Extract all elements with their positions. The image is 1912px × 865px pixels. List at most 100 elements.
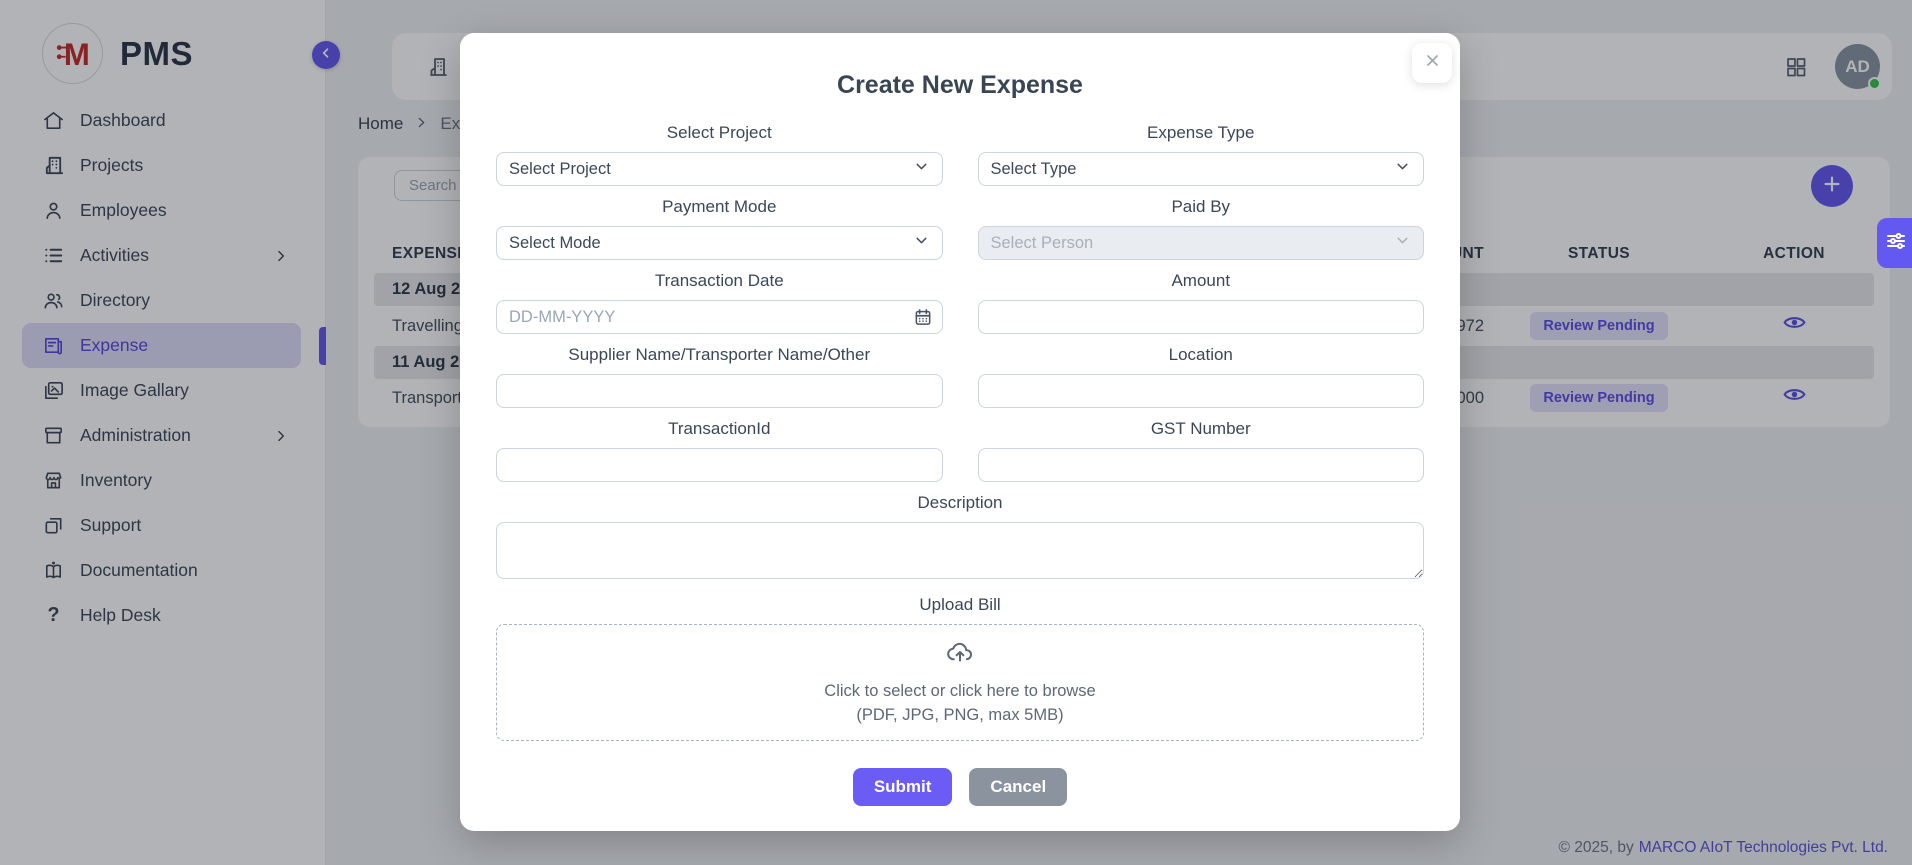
sidebar-collapse-button[interactable] [312, 41, 340, 69]
sidebar-item-help-desk[interactable]: ? Help Desk [22, 593, 301, 638]
building-icon [42, 154, 65, 177]
breadcrumb-home[interactable]: Home [358, 114, 404, 133]
view-expense-button[interactable] [1781, 384, 1807, 410]
sidebar-item-inventory[interactable]: Inventory [22, 458, 301, 503]
expense-name-cell: Transport [392, 388, 462, 407]
sidebar-item-support[interactable]: Support [22, 503, 301, 548]
status-badge: Review Pending [1530, 312, 1668, 340]
cancel-button[interactable]: Cancel [969, 768, 1068, 806]
sidebar-item-label: Activities [80, 245, 150, 265]
list-icon [42, 244, 65, 267]
user-avatar[interactable]: AD [1835, 44, 1881, 90]
description-textarea[interactable] [496, 522, 1424, 579]
sidebar-nav: Dashboard Projects Employees Activities … [0, 98, 325, 638]
action-cell [1714, 312, 1874, 340]
payment-mode-label: Payment Mode [662, 197, 777, 216]
app-logo: M PMS [42, 23, 193, 84]
paid-by-label: Paid By [1171, 197, 1231, 216]
upload-instruction-text: Click to select or click here to browse [824, 682, 1096, 700]
sidebar-item-activities[interactable]: Activities [22, 233, 301, 278]
sliders-icon [1884, 229, 1908, 258]
view-expense-button[interactable] [1781, 312, 1807, 338]
modal-close-button[interactable] [1412, 43, 1452, 83]
people-icon [42, 289, 65, 312]
receipt-icon [42, 334, 65, 357]
sidebar-item-label: Image Gallary [80, 380, 189, 400]
sidebar-item-administration[interactable]: Administration [22, 413, 301, 458]
online-status-dot [1868, 77, 1881, 90]
paid-by-value: Select Person [990, 233, 1094, 252]
create-expense-modal: Create New Expense Select Project Select… [460, 33, 1460, 831]
amount-cell: 972 [1456, 316, 1484, 335]
apps-grid-icon[interactable] [1784, 55, 1808, 79]
book-icon [42, 559, 65, 582]
transaction-id-label: TransactionId [668, 419, 771, 438]
upload-bill-label: Upload Bill [919, 595, 1001, 614]
select-project-dropdown[interactable]: Select Project [496, 152, 943, 186]
chevron-right-icon [273, 428, 289, 444]
table-row: Transport 000 Review Pending [374, 379, 1874, 417]
sidebar-item-label: Expense [80, 335, 149, 355]
expense-form: Select Project Select Project Expense Ty… [460, 100, 1460, 806]
company-link[interactable]: MARCO AIoT Technologies Pvt. Ltd. [1638, 839, 1888, 856]
action-cell [1714, 384, 1874, 412]
sidebar-item-label: Support [80, 515, 142, 535]
chevron-right-icon [273, 248, 289, 264]
amount-input[interactable] [977, 300, 1424, 334]
expense-type-value: Select Type [990, 159, 1077, 178]
active-item-indicator [319, 327, 326, 365]
store-icon [42, 469, 65, 492]
sidebar-item-label: Inventory [80, 470, 152, 490]
transaction-date-label: Transaction Date [654, 271, 784, 290]
sidebar-item-image-gallary[interactable]: Image Gallary [22, 368, 301, 413]
app-name: PMS [120, 34, 194, 72]
expense-type-label: Expense Type [1147, 123, 1255, 142]
upload-bill-dropzone[interactable]: Click to select or click here to browse … [496, 624, 1424, 741]
sidebar-item-directory[interactable]: Directory [22, 278, 301, 323]
supplier-label: Supplier Name/Transporter Name/Other [568, 345, 871, 364]
chevron-down-icon [1394, 158, 1411, 180]
user-icon [42, 199, 65, 222]
plus-icon [1821, 173, 1843, 200]
payment-mode-value: Select Mode [509, 233, 601, 252]
gst-number-input[interactable] [977, 448, 1424, 482]
sidebar-item-label: Employees [80, 200, 167, 220]
expense-type-dropdown[interactable]: Select Type [977, 152, 1424, 186]
chevron-down-icon [913, 158, 930, 180]
transaction-date-input[interactable] [496, 300, 943, 334]
sidebar-item-label: Help Desk [80, 605, 161, 625]
modal-title: Create New Expense [837, 71, 1083, 99]
payment-mode-dropdown[interactable]: Select Mode [496, 226, 943, 260]
amount-label: Amount [1171, 271, 1231, 290]
sidebar-item-documentation[interactable]: Documentation [22, 548, 301, 593]
amount-cell: 000 [1456, 388, 1484, 407]
footer: © 2025, by MARCO AIoT Technologies Pvt. L… [1559, 839, 1888, 857]
cloud-upload-icon [945, 638, 975, 679]
transaction-id-input[interactable] [496, 448, 943, 482]
status-cell: Review Pending [1484, 384, 1714, 412]
avatar-initials: AD [1845, 56, 1870, 76]
sidebar-item-label: Administration [80, 425, 191, 445]
theme-settings-button[interactable] [1877, 218, 1912, 268]
select-project-value: Select Project [509, 159, 611, 178]
sidebar-item-projects[interactable]: Projects [22, 143, 301, 188]
supplier-input[interactable] [496, 374, 943, 408]
image-icon [42, 379, 65, 402]
sidebar-item-label: Directory [80, 290, 151, 310]
sidebar-item-label: Documentation [80, 560, 198, 580]
status-cell: Review Pending [1484, 312, 1714, 340]
sidebar-item-dashboard[interactable]: Dashboard [22, 98, 301, 143]
sidebar-item-expense[interactable]: Expense [22, 323, 301, 368]
eye-icon [1782, 310, 1807, 340]
table-row: Travelling 972 Review Pending [374, 306, 1874, 346]
close-icon [1424, 52, 1441, 74]
add-expense-button[interactable] [1811, 165, 1853, 207]
status-badge: Review Pending [1530, 384, 1668, 412]
submit-button[interactable]: Submit [852, 768, 953, 806]
question-icon: ? [47, 604, 60, 626]
location-input[interactable] [977, 374, 1424, 408]
sidebar-item-employees[interactable]: Employees [22, 188, 301, 233]
chevron-down-icon [1394, 232, 1411, 254]
chevron-down-icon [913, 232, 930, 254]
